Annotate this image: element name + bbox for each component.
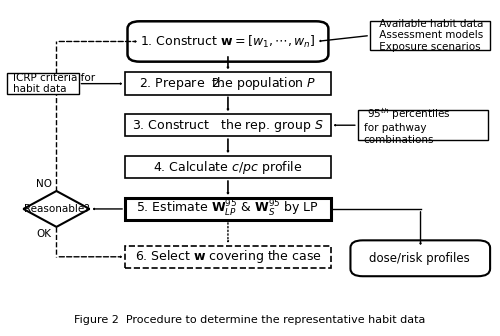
Text: NO: NO: [36, 178, 52, 188]
Text: dose/risk profiles: dose/risk profiles: [368, 252, 470, 265]
Bar: [125, 114, 331, 136]
Text: Reasonable?: Reasonable?: [24, 204, 90, 214]
Bar: [370, 20, 490, 50]
Text: 95$^{th}$ percentiles
for pathway
combinations: 95$^{th}$ percentiles for pathway combin…: [364, 106, 450, 145]
Text: 6. Select $\mathbf{w}$ covering the case: 6. Select $\mathbf{w}$ covering the case: [134, 248, 322, 265]
Text: Figure 2  Procedure to determine the representative habit data: Figure 2 Procedure to determine the repr…: [74, 315, 426, 325]
Text: OK: OK: [36, 229, 52, 239]
Bar: [125, 72, 331, 94]
Polygon shape: [24, 191, 90, 227]
Text: 2. Prepare  the population $\mathit{P}$: 2. Prepare the population $\mathit{P}$: [140, 75, 316, 92]
Bar: [125, 198, 331, 220]
Text: Available habit data
 Assessment models
 Exposure scenarios: Available habit data Assessment models E…: [376, 19, 484, 52]
FancyBboxPatch shape: [128, 21, 328, 62]
Text: ICRP criteria for
habit data: ICRP criteria for habit data: [14, 73, 96, 94]
Bar: [358, 110, 488, 140]
Bar: [125, 156, 331, 178]
Text: 4. Calculate $\mathit{c/pc}$ profile: 4. Calculate $\mathit{c/pc}$ profile: [154, 159, 302, 176]
Text: 3. Construct   the rep. group $\mathit{S}$: 3. Construct the rep. group $\mathit{S}$: [132, 117, 324, 134]
Bar: [125, 246, 331, 268]
Bar: [8, 74, 79, 94]
Text: 2.: 2.: [212, 77, 228, 90]
Text: 1. Construct $\mathbf{w} = [w_1,\cdots,w_n]$: 1. Construct $\mathbf{w} = [w_1,\cdots,w…: [140, 33, 316, 49]
FancyBboxPatch shape: [350, 240, 490, 276]
Text: 5. Estimate $\mathbf{W}^{95}_{LP}$ & $\mathbf{W}^{95}_{S}$ by LP: 5. Estimate $\mathbf{W}^{95}_{LP}$ & $\m…: [136, 199, 320, 219]
